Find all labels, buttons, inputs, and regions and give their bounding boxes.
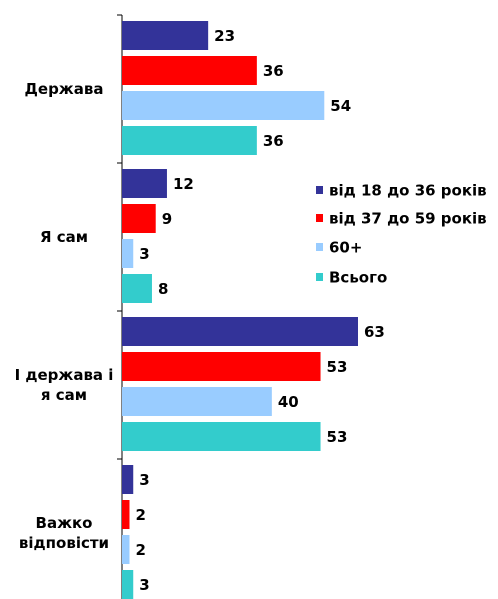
data-label: 63 — [364, 323, 385, 341]
data-label: 8 — [158, 280, 168, 298]
bar — [122, 422, 321, 451]
bar — [122, 570, 134, 599]
bar — [122, 91, 325, 120]
data-label: 3 — [139, 471, 149, 489]
data-label: 23 — [214, 27, 235, 45]
category-label: Важко відповісти — [18, 514, 110, 552]
legend-label: Всього — [329, 269, 387, 287]
bar — [122, 387, 272, 416]
bar — [122, 239, 134, 268]
bar — [122, 317, 358, 346]
data-label: 36 — [263, 62, 284, 80]
data-label: 3 — [139, 245, 149, 263]
bar — [122, 352, 321, 381]
bar — [122, 169, 167, 198]
bar — [122, 465, 134, 494]
bar — [122, 126, 257, 155]
data-label: 53 — [327, 358, 348, 376]
bar — [122, 21, 209, 50]
legend-swatch — [316, 214, 323, 222]
bar — [122, 500, 130, 529]
legend-label: 60+ — [329, 239, 362, 257]
category-label: І держава і я сам — [14, 366, 114, 404]
data-label: 54 — [330, 97, 351, 115]
data-label: 2 — [135, 506, 145, 524]
legend-swatch — [316, 273, 323, 281]
data-label: 9 — [162, 210, 172, 228]
legend-label: від 37 до 59 років — [329, 210, 487, 228]
bar — [122, 535, 130, 564]
data-label: 53 — [327, 428, 348, 446]
category-label: Держава — [24, 80, 104, 98]
data-label: 3 — [139, 576, 149, 594]
category-label: Я сам — [39, 228, 89, 246]
bar — [122, 274, 152, 303]
legend-swatch — [316, 186, 323, 194]
bar — [122, 204, 156, 233]
data-label: 2 — [135, 541, 145, 559]
data-label: 12 — [173, 175, 194, 193]
data-label: 40 — [278, 393, 299, 411]
bar — [122, 56, 257, 85]
legend-swatch — [316, 243, 323, 251]
legend-label: від 18 до 36 років — [329, 182, 487, 200]
data-label: 36 — [263, 132, 284, 150]
